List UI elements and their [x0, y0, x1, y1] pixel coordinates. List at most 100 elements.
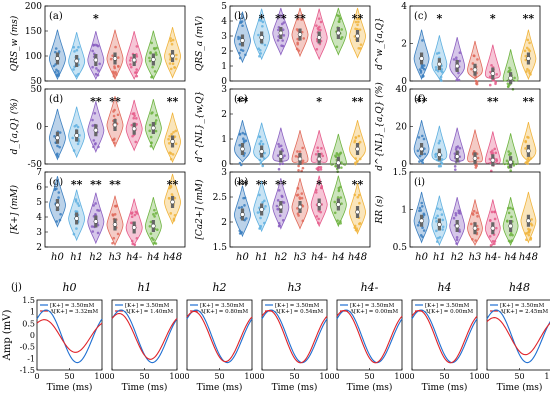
significance-star: **	[90, 178, 102, 191]
data-point	[300, 192, 304, 195]
data-point	[509, 169, 512, 172]
data-point	[153, 47, 156, 51]
data-point	[149, 220, 153, 224]
data-point	[156, 228, 159, 232]
data-point	[132, 116, 136, 120]
data-point	[339, 220, 342, 223]
data-point	[259, 224, 263, 228]
data-point	[438, 235, 442, 239]
data-point	[354, 228, 358, 232]
data-point	[276, 28, 280, 32]
y-tick-label: 1	[30, 308, 35, 317]
data-point	[419, 209, 423, 212]
data-point	[440, 68, 444, 71]
x-group-label: h4	[147, 252, 160, 263]
data-point	[488, 83, 492, 87]
data-point	[319, 20, 323, 24]
data-point	[476, 215, 479, 218]
data-point	[130, 239, 134, 243]
data-point	[358, 17, 362, 21]
data-point	[72, 149, 76, 152]
panel-frame	[44, 171, 186, 248]
data-point	[261, 164, 265, 168]
y-tick-label: 5	[36, 198, 42, 208]
x-axis-label: Time (ms)	[272, 382, 318, 393]
data-point	[152, 238, 155, 241]
data-point	[173, 196, 177, 200]
data-point	[112, 114, 116, 118]
data-point	[111, 214, 115, 217]
wave-red	[411, 309, 478, 364]
legend-label-2: Δ[K+] = 3.32mM	[50, 309, 99, 315]
median-marker	[74, 216, 79, 221]
x-tick-label: 50	[289, 372, 299, 381]
data-point	[340, 166, 343, 169]
data-point	[470, 67, 473, 71]
data-point	[153, 215, 156, 218]
median-marker	[55, 202, 60, 208]
data-point	[357, 46, 361, 50]
median-marker	[93, 57, 99, 63]
data-point	[281, 44, 285, 48]
data-point	[437, 141, 441, 145]
panel-title: h48	[509, 281, 530, 294]
data-point	[278, 162, 282, 166]
median-marker	[93, 219, 99, 224]
x-axis-label: Time (ms)	[347, 382, 393, 393]
wave-red	[186, 310, 253, 363]
wave-blue	[411, 309, 478, 364]
data-point	[441, 225, 445, 229]
data-point	[339, 185, 342, 189]
data-point	[112, 72, 116, 75]
data-point	[526, 38, 530, 42]
data-point	[237, 206, 241, 210]
data-point	[527, 48, 531, 51]
data-point	[58, 218, 62, 222]
y-tick-label: 3	[221, 32, 227, 42]
x-tick-label: 0	[484, 372, 489, 381]
data-point	[317, 165, 321, 169]
data-point	[488, 75, 492, 78]
data-point	[72, 45, 76, 49]
median-marker	[170, 199, 175, 205]
data-point	[525, 46, 529, 50]
data-point	[334, 164, 338, 168]
data-point	[55, 68, 58, 72]
data-point	[75, 74, 78, 78]
data-point	[171, 153, 175, 156]
panel-label: (f)	[414, 94, 426, 105]
data-point	[298, 150, 302, 153]
significance-star: *	[490, 12, 496, 25]
y-tick-label: 2	[36, 243, 42, 253]
data-point	[474, 239, 477, 242]
data-point	[297, 214, 300, 217]
data-point	[529, 238, 533, 241]
data-point	[238, 229, 242, 233]
data-point	[134, 140, 138, 144]
significance-star: **	[167, 178, 179, 191]
data-point	[530, 218, 533, 221]
panel-title: h3	[287, 281, 301, 294]
y-axis-label: QRS_w (ms)	[9, 15, 20, 71]
significance-star: **	[71, 178, 83, 191]
median-marker	[112, 56, 118, 61]
y-tick-label: 0	[401, 160, 407, 170]
y-axis-label: d^{NL}_{a,Q} (%)	[374, 82, 385, 171]
data-point	[297, 49, 301, 52]
data-point	[494, 80, 497, 84]
significance-star: *	[316, 178, 322, 191]
data-point	[168, 151, 172, 154]
x-group-label: h48	[163, 252, 182, 263]
data-point	[244, 217, 248, 220]
median-marker	[240, 146, 245, 152]
median-marker	[472, 67, 478, 72]
data-point	[455, 56, 458, 60]
y-axis-label: [Ca2+] (mM)	[194, 179, 205, 240]
data-point	[434, 216, 438, 220]
significance-star: **	[275, 178, 287, 191]
data-point	[169, 157, 173, 161]
